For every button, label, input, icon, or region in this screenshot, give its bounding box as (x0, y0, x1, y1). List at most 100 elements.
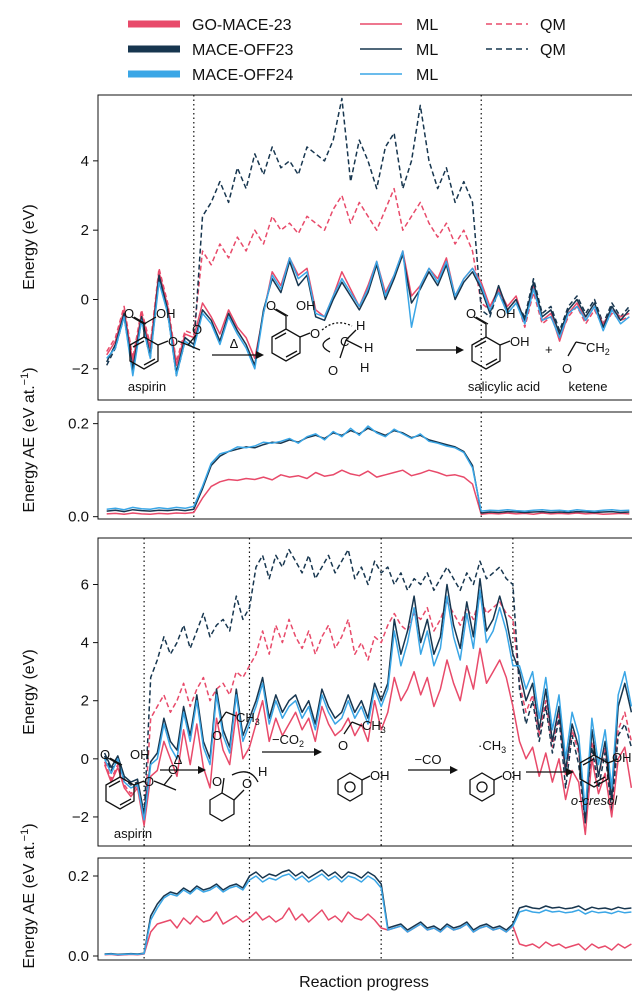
ketene-label: ketene (568, 379, 607, 394)
panel-4-ylabel-close: ) (21, 823, 38, 828)
intermediate-3-ch3-radical-label: ·CH3 (478, 738, 506, 755)
panel-1-ytick-label-0: −2 (72, 361, 89, 378)
legend-label-mace-off23: MACE-OFF23 (192, 42, 293, 59)
legend-label-ml-dark: ML (416, 42, 438, 59)
panel-3-ytick-label-0: −2 (72, 809, 89, 826)
legend-label-go-mace-23: GO-MACE-23 (192, 17, 292, 34)
panel-3-ylabel: Energy (eV) (21, 649, 38, 734)
panel-3-series-1 (103, 577, 632, 824)
ts-1-o-label: O (266, 298, 276, 313)
intermediate-2-oh-label: OH (370, 768, 390, 783)
panel-4-series-2 (104, 873, 632, 956)
panel-3-series-4 (103, 548, 632, 824)
ts-1-h-top-label: H (356, 318, 365, 333)
aspirin-1-label: aspirin (128, 379, 166, 394)
panel-2-ylabel-main: Energy AE (eV at. (21, 385, 38, 512)
ts-1-carbonyl-o-label: O (328, 363, 338, 378)
panel-1-series-1 (106, 253, 630, 374)
panel-3-ytick-label-3: 4 (81, 635, 89, 652)
panel-3-ytick-label-2: 2 (81, 693, 89, 710)
panel-1-ytick-label-3: 4 (81, 153, 89, 170)
aspirin-2-label: aspirin (114, 826, 152, 841)
scheme1-plus: + (545, 342, 553, 357)
scheme2-arrow-2-main: −CO (272, 732, 299, 747)
aspirin-2-o-label: O (100, 747, 110, 762)
panel-3-ytick-label-4: 6 (81, 576, 89, 593)
intermediate-1-ch3-sub: 3 (255, 717, 260, 727)
o-cresol-oh-label: OH (612, 750, 632, 765)
intermediate-3-ch3-radical-sub: 3 (501, 745, 506, 755)
panel-2-ytick-label-0: 0.0 (68, 509, 89, 526)
legend-label-ml-blue: ML (416, 67, 438, 84)
panel-2-ylabel-close: ) (21, 367, 38, 372)
aspirin-1-carbonyl-o-label: O (192, 322, 202, 337)
ts-1-h-bottom-label: H (360, 360, 369, 375)
panel-4-ylabel-main: Energy AE (eV at. (21, 841, 38, 968)
panel-3-series-0 (103, 647, 632, 836)
ts-1-c-label: C (340, 334, 349, 349)
panel-1-frame (97, 94, 632, 401)
aspirin-2-structure (105, 757, 177, 810)
ketene-o-label: O (562, 361, 572, 376)
intermediate-1-structure (209, 711, 259, 822)
panel-1-ytick-label-1: 0 (81, 291, 89, 308)
aspirin-1-ester-o-label: O (168, 334, 178, 349)
intermediate-3-ch3-radical-main: ·CH (478, 738, 501, 753)
panel-4-ylabel: Energy AE (eV at.−1) (19, 823, 38, 968)
panel-4-series-1 (104, 869, 632, 956)
intermediate-2-structure (337, 721, 371, 802)
intermediate-2-ch3-main: CH (362, 718, 381, 733)
panel-3: −2 0 2 4 6 (72, 537, 632, 847)
salicylic-acid-o-label: O (466, 306, 476, 321)
intermediate-1-ch3-label: CH3 (236, 710, 260, 727)
scheme2-arrow-2-label: −CO2 (272, 732, 304, 749)
scheme2-arrow-4-head (566, 768, 574, 776)
scheme2-arrow-3-label: −CO (414, 752, 441, 767)
salicylic-acid-label: salicylic acid (468, 379, 540, 394)
aspirin-2-ester-o-label: O (144, 774, 154, 789)
intermediate-2-ch3-label: CH3 (362, 718, 386, 735)
scheme2-arrow-3-head (450, 766, 458, 774)
o-cresol-structure (579, 745, 619, 788)
panel-2-frame (97, 411, 632, 520)
aspirin-1-oh-label: OH (156, 306, 176, 321)
scheme2-arrow-2-sub: 2 (299, 739, 304, 749)
intermediate-1-o-right-label: O (242, 776, 252, 791)
panel-4: 0.0 0.2 (68, 857, 632, 965)
intermediate-2-o-label: O (338, 738, 348, 753)
salicylic-acid-structure (471, 316, 511, 370)
intermediate-1-o-top-label: O (212, 728, 222, 743)
legend: GO-MACE-23 MACE-OFF23 MACE-OFF24 ML ML M… (128, 17, 566, 84)
ts-1-h-right-label: H (364, 340, 373, 355)
aspirin-1-structure (129, 316, 201, 370)
panel-1-ytick-label-2: 2 (81, 222, 89, 239)
x-axis-label: Reaction progress (299, 974, 429, 991)
intermediate-3-structure (469, 772, 503, 802)
ts-1-structure (271, 308, 363, 362)
scheme1-arrow-1-head (256, 351, 264, 359)
aspirin-2-oh-label: OH (130, 747, 150, 762)
panel-2-series-2 (106, 425, 630, 512)
legend-label-qm-dark: QM (540, 42, 566, 59)
panel-2-ylabel: Energy AE (eV at.−1) (19, 367, 38, 512)
ts-1-ether-o-label: O (310, 326, 320, 341)
intermediate-1-h-label: H (258, 764, 267, 779)
panel-3-frame (97, 537, 632, 847)
reaction-scheme-2: O OH O O aspirin Δ O CH3 O O H −CO2 (100, 710, 632, 841)
panel-1-series-3 (106, 187, 630, 363)
panel-3-series-3 (103, 595, 632, 824)
panel-4-ylabel-sup: −1 (19, 829, 31, 842)
legend-label-mace-off24: MACE-OFF24 (192, 67, 293, 84)
legend-label-ml-red: ML (416, 17, 438, 34)
panel-4-frame (97, 857, 632, 961)
panel-4-ytick-label-0: 0.0 (68, 948, 89, 965)
panel-1-ylabel: Energy (eV) (21, 204, 38, 289)
scheme2-arrow-2-head (314, 748, 322, 756)
intermediate-3-oh-label: OH (502, 768, 522, 783)
o-cresol-label: o-cresol (571, 793, 618, 808)
panel-2-ylabel-sup: −1 (19, 373, 31, 386)
ketene-structure (567, 341, 587, 357)
panel-2: 0.0 0.2 (68, 411, 632, 526)
panel-2-series-1 (106, 427, 630, 514)
aspirin-1-o-label: O (124, 306, 134, 321)
